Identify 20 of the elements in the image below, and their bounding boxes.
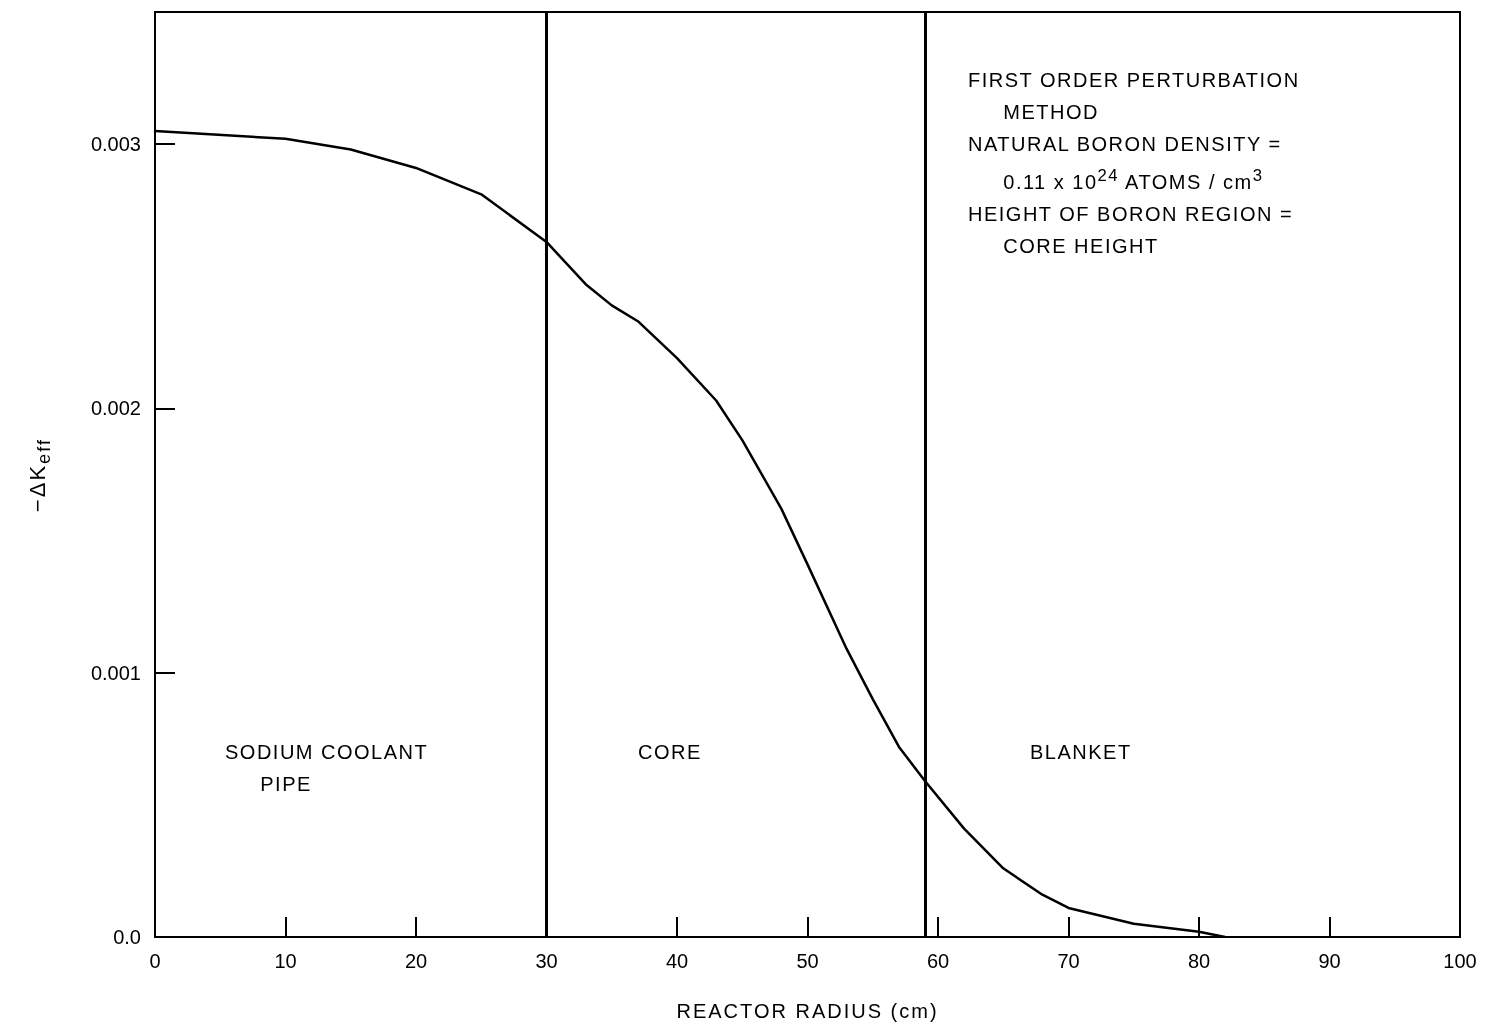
x-tick-label: 50	[796, 950, 819, 972]
x-tick-label: 60	[926, 950, 950, 972]
x-tick-label: 80	[1187, 950, 1211, 972]
y-tick-label: 0.002	[90, 397, 141, 420]
x-tick-label: 40	[665, 950, 689, 972]
text: FIRST ORDER PERTURBATION METHOD NATURAL BORON DENSITY = 0.11 x 10$^{24}$ ATOMS / cm$^{3}$ HEIGHT OF BORON REGION = CORE HEIGHT	[968, 69, 1300, 257]
x-tick-label: 100	[1443, 950, 1477, 972]
x-tick-label: 70	[1057, 950, 1080, 972]
x-tick-label: 30	[535, 950, 558, 972]
x-tick-label: 10	[274, 950, 297, 972]
x-tick-label: 20	[404, 950, 428, 972]
y-tick-label: 0.0	[113, 926, 141, 948]
x-tick-label: 0	[149, 950, 161, 972]
y-tick-label: 0.001	[90, 661, 141, 684]
annotation: BLANKET	[1030, 740, 1132, 765]
y-tick-label: 0.003	[90, 133, 141, 156]
x-tick-label: 90	[1318, 950, 1341, 972]
annotation: CORE	[638, 740, 702, 765]
x-axis-title: REACTOR RADIUS (cm)	[676, 1000, 939, 1023]
annotation: SODIUM COOLANT PIPE	[225, 740, 429, 797]
